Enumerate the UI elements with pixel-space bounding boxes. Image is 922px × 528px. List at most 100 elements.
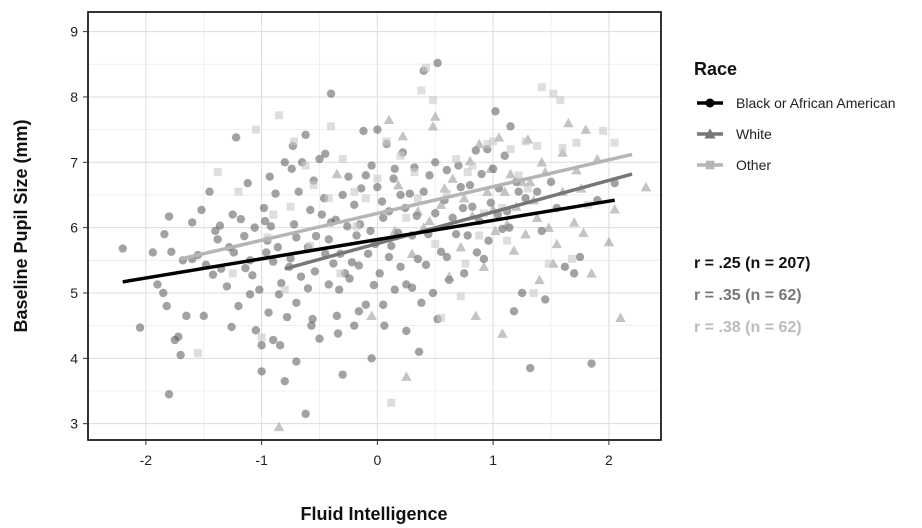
data-point bbox=[497, 328, 508, 338]
data-point bbox=[176, 350, 185, 360]
data-point bbox=[306, 241, 315, 250]
data-point bbox=[541, 295, 550, 304]
data-point bbox=[428, 288, 438, 298]
data-point bbox=[292, 357, 301, 366]
fit-line bbox=[180, 152, 633, 261]
data-point bbox=[468, 202, 477, 211]
data-point bbox=[521, 137, 530, 146]
data-point bbox=[610, 138, 619, 147]
data-point bbox=[402, 326, 411, 336]
data-point bbox=[245, 290, 255, 299]
data-point bbox=[556, 96, 565, 105]
data-point bbox=[310, 267, 320, 276]
data-point bbox=[345, 274, 354, 283]
legend: Race Black or African American White Other bbox=[694, 59, 896, 173]
data-point bbox=[578, 227, 589, 238]
data-point bbox=[424, 215, 435, 226]
data-point bbox=[187, 218, 197, 227]
data-point bbox=[251, 326, 261, 335]
x-tick-label: 0 bbox=[373, 452, 381, 468]
legend-marker bbox=[705, 98, 715, 108]
data-point bbox=[333, 329, 343, 338]
data-point bbox=[259, 203, 269, 213]
data-point bbox=[373, 125, 382, 134]
data-point bbox=[361, 171, 371, 180]
data-point bbox=[164, 212, 174, 221]
data-point bbox=[307, 321, 316, 330]
data-point bbox=[437, 313, 446, 322]
correlation-label: r = .38 (n = 62) bbox=[694, 319, 802, 336]
data-point bbox=[479, 254, 489, 264]
data-point bbox=[350, 321, 359, 330]
data-point bbox=[563, 117, 574, 128]
data-point bbox=[228, 210, 237, 219]
data-point bbox=[164, 390, 174, 399]
data-point bbox=[294, 187, 303, 196]
data-point bbox=[378, 213, 388, 223]
data-point bbox=[327, 122, 336, 131]
data-point bbox=[248, 271, 257, 280]
data-point bbox=[422, 63, 431, 72]
data-point bbox=[514, 187, 523, 196]
data-point bbox=[452, 155, 461, 164]
data-point bbox=[260, 216, 270, 226]
data-point bbox=[369, 280, 379, 290]
data-point bbox=[387, 398, 396, 407]
data-point bbox=[475, 231, 484, 240]
data-point bbox=[286, 202, 295, 211]
data-point bbox=[167, 247, 176, 257]
data-point bbox=[280, 285, 289, 294]
data-point bbox=[159, 288, 168, 298]
data-point bbox=[296, 272, 306, 281]
data-point bbox=[447, 173, 458, 183]
data-point bbox=[336, 269, 345, 278]
data-point bbox=[160, 229, 169, 239]
data-point bbox=[534, 274, 545, 285]
data-point bbox=[506, 122, 515, 131]
data-point bbox=[567, 255, 576, 263]
data-point bbox=[309, 181, 318, 190]
data-point bbox=[405, 189, 415, 198]
data-point bbox=[344, 172, 353, 181]
data-point bbox=[448, 213, 457, 223]
data-point bbox=[546, 177, 556, 187]
data-point bbox=[382, 137, 391, 146]
x-axis-title: Fluid Intelligence bbox=[300, 504, 447, 524]
data-point bbox=[390, 285, 399, 294]
data-point bbox=[275, 111, 283, 120]
data-point bbox=[174, 332, 183, 341]
data-point bbox=[525, 363, 535, 373]
data-point bbox=[417, 298, 426, 307]
data-point bbox=[407, 283, 417, 292]
legend-title: Race bbox=[694, 59, 737, 79]
data-point bbox=[243, 179, 252, 188]
data-point bbox=[428, 96, 437, 105]
data-point bbox=[551, 238, 563, 249]
data-point bbox=[366, 226, 375, 236]
data-point bbox=[484, 236, 493, 245]
data-point bbox=[290, 137, 299, 146]
data-point bbox=[485, 163, 497, 174]
data-point bbox=[478, 261, 490, 272]
data-point bbox=[292, 298, 301, 307]
data-point bbox=[523, 184, 532, 193]
data-point bbox=[273, 421, 285, 432]
data-point bbox=[396, 262, 405, 272]
data-point bbox=[321, 149, 330, 158]
data-point bbox=[359, 126, 368, 136]
data-point bbox=[410, 168, 419, 177]
data-point bbox=[356, 184, 366, 193]
data-point bbox=[197, 205, 206, 215]
legend-label: Black or African American bbox=[736, 95, 896, 111]
data-point bbox=[273, 243, 283, 252]
data-point bbox=[352, 231, 361, 240]
data-point bbox=[425, 171, 434, 180]
data-point bbox=[456, 292, 465, 301]
data-point bbox=[549, 89, 558, 98]
correlation-annotations: r = .25 (n = 207) r = .35 (n = 62) r = .38… bbox=[694, 255, 811, 336]
data-point bbox=[286, 254, 295, 263]
data-point bbox=[366, 310, 377, 321]
y-tick-label: 6 bbox=[70, 220, 78, 236]
data-point bbox=[162, 301, 171, 311]
data-point bbox=[311, 231, 321, 241]
